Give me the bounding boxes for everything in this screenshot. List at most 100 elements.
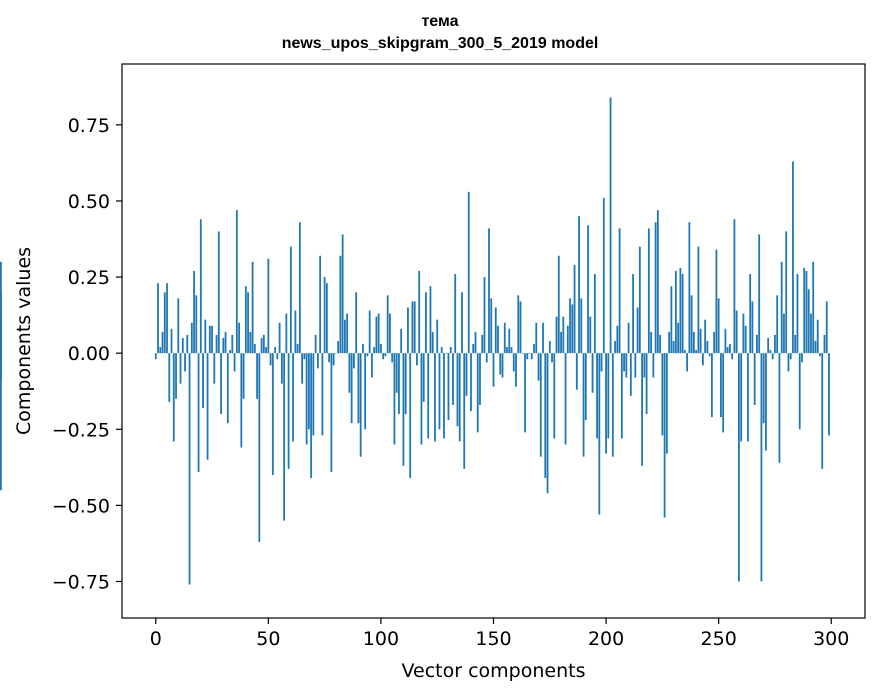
bar	[629, 353, 632, 396]
x-tick-label: 100	[363, 628, 399, 650]
bar	[742, 313, 745, 354]
bar	[724, 328, 727, 354]
bar	[382, 353, 385, 360]
bar	[303, 353, 306, 360]
bar	[605, 353, 607, 454]
bar	[596, 353, 598, 439]
chart-title: тема	[421, 13, 459, 30]
bar	[371, 353, 373, 378]
bar	[398, 353, 400, 415]
bar	[614, 341, 616, 354]
bar	[154, 353, 157, 360]
bar	[634, 353, 637, 378]
bar	[668, 331, 671, 354]
bar	[452, 353, 454, 405]
bar	[323, 277, 326, 354]
bar	[607, 353, 610, 439]
bar	[515, 353, 517, 387]
bar	[307, 353, 310, 430]
bar	[740, 353, 743, 442]
bar	[409, 353, 412, 478]
bar	[485, 353, 488, 363]
bar	[190, 322, 193, 354]
bar	[591, 353, 594, 393]
bar	[672, 341, 675, 354]
bar	[445, 353, 448, 354]
bar	[224, 331, 227, 354]
bar	[699, 328, 702, 354]
bar	[231, 334, 234, 354]
bar	[213, 353, 216, 384]
bar	[810, 313, 812, 354]
bar	[197, 353, 200, 472]
bar	[238, 322, 240, 354]
bar	[366, 353, 369, 357]
bar	[758, 234, 761, 354]
bar	[557, 255, 560, 354]
bar	[458, 353, 461, 442]
bar	[202, 353, 204, 408]
bar	[600, 353, 603, 372]
bar	[796, 274, 799, 354]
x-tick-label: 0	[150, 628, 162, 650]
bar	[528, 353, 531, 354]
bar	[274, 347, 276, 354]
bar	[362, 344, 364, 354]
bar	[294, 310, 297, 354]
bar	[609, 97, 612, 354]
x-tick-label: 150	[475, 628, 511, 650]
bar	[506, 347, 508, 354]
bar	[481, 334, 484, 354]
bar	[569, 298, 571, 354]
bar	[348, 353, 351, 393]
bar	[582, 353, 585, 457]
bar	[812, 261, 815, 354]
bar	[229, 350, 231, 354]
bar	[641, 353, 643, 466]
bar	[289, 246, 292, 354]
bar	[220, 353, 222, 415]
bar	[384, 353, 387, 357]
bar	[278, 322, 281, 354]
bar	[330, 353, 333, 472]
bar	[483, 277, 486, 354]
bar	[161, 331, 164, 354]
bar	[762, 353, 765, 424]
bar	[206, 353, 209, 460]
bar	[271, 353, 274, 475]
bar	[195, 295, 198, 354]
bar	[805, 270, 808, 354]
bar	[776, 295, 779, 354]
bar	[544, 353, 547, 478]
bar	[217, 231, 220, 354]
x-tick-label: 200	[588, 628, 624, 650]
bar	[751, 301, 754, 354]
bar	[235, 210, 238, 354]
bar	[683, 350, 686, 354]
bar	[411, 301, 414, 354]
bar	[645, 353, 648, 415]
bar	[497, 325, 499, 354]
bar	[177, 298, 180, 354]
y-tick-label: −0.75	[52, 571, 110, 593]
bar	[186, 334, 189, 354]
bar	[332, 353, 335, 366]
bar	[575, 353, 578, 390]
bar	[564, 353, 567, 445]
bar	[587, 225, 589, 354]
bar	[244, 286, 247, 354]
bar	[393, 353, 396, 445]
bar	[449, 347, 452, 354]
bar	[584, 353, 587, 421]
bar	[602, 197, 605, 354]
bar	[267, 258, 270, 354]
bar	[181, 337, 184, 354]
bar	[598, 353, 601, 515]
bar	[611, 353, 614, 457]
bar	[769, 350, 772, 354]
bar	[715, 249, 718, 354]
bar	[215, 334, 218, 354]
bar	[580, 298, 583, 354]
bar	[251, 261, 254, 354]
bar	[692, 331, 695, 354]
